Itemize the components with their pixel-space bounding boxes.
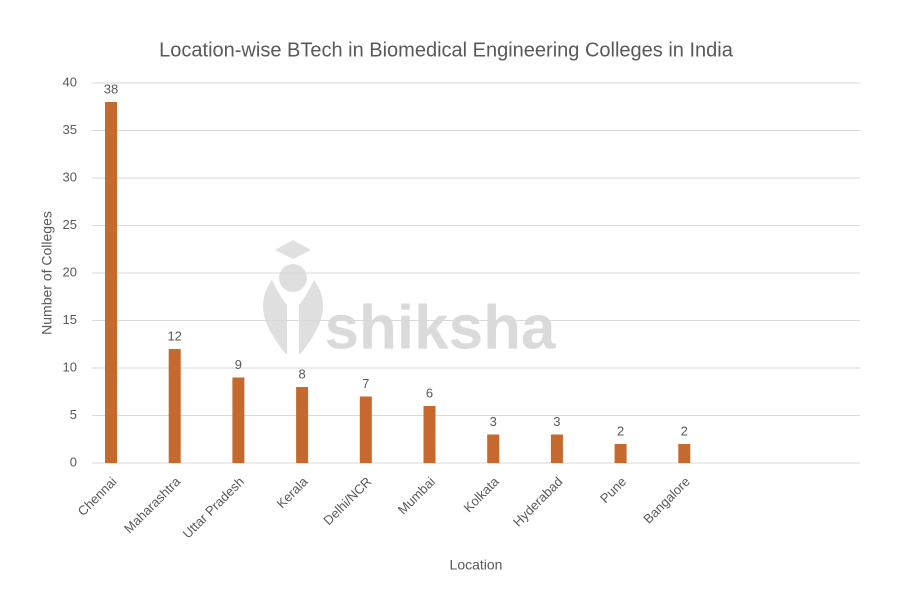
watermark-logo <box>263 240 323 355</box>
y-tick-label: 40 <box>63 74 77 89</box>
x-axis-title: Location <box>450 557 503 573</box>
data-label: 6 <box>426 385 433 400</box>
bar <box>487 434 500 463</box>
chart-title: Location-wise BTech in Biomedical Engine… <box>159 39 734 61</box>
data-label: 3 <box>490 414 497 429</box>
y-tick-label: 20 <box>63 264 77 279</box>
bar <box>614 444 627 463</box>
y-tick-label: 10 <box>63 359 77 374</box>
bar <box>678 444 691 463</box>
bar <box>296 387 309 463</box>
data-label: 12 <box>167 328 181 343</box>
y-tick-label: 0 <box>70 454 77 469</box>
y-tick-label: 30 <box>63 169 77 184</box>
data-label: 2 <box>617 423 624 438</box>
bar <box>168 349 181 463</box>
data-label: 38 <box>104 81 118 96</box>
y-tick-label: 25 <box>63 217 77 232</box>
y-tick-label: 35 <box>63 122 77 137</box>
watermark: shiksha <box>325 293 556 362</box>
data-label: 3 <box>553 414 560 429</box>
data-label: 8 <box>298 366 305 381</box>
data-label: 9 <box>235 357 242 372</box>
bar <box>105 102 117 463</box>
data-label: 7 <box>362 376 369 391</box>
bar <box>232 377 245 463</box>
bar <box>550 434 563 463</box>
bar <box>423 406 436 463</box>
bar <box>359 396 372 463</box>
y-tick-label: 5 <box>70 407 77 422</box>
y-axis-title: Number of Colleges <box>39 211 55 335</box>
y-tick-label: 15 <box>63 312 77 327</box>
data-label: 2 <box>681 423 688 438</box>
